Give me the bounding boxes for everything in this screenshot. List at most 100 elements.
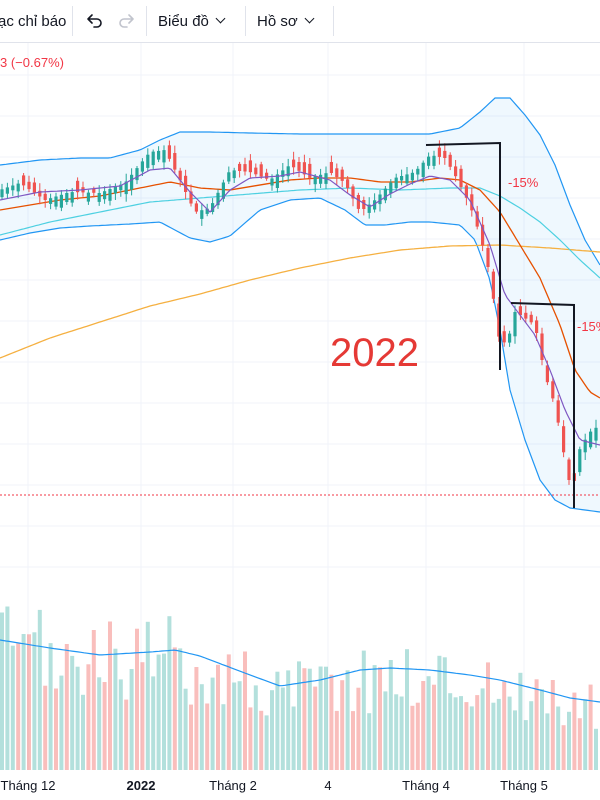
volume-bar (367, 713, 372, 770)
volume-bar (75, 666, 80, 770)
volume-bar (37, 609, 42, 770)
volume-bar (21, 634, 26, 770)
chart-menu-label: Biểu đồ (158, 12, 209, 30)
candle-body (508, 333, 512, 343)
indicators-label: ạc chỉ báo (0, 12, 67, 30)
candle-body (200, 210, 204, 219)
volume-bar (156, 654, 161, 770)
candle-body (313, 176, 317, 185)
volume-bar (113, 648, 118, 770)
candle-body (92, 188, 96, 193)
undo-button[interactable] (86, 0, 104, 42)
volume-bar (313, 686, 318, 770)
redo-button[interactable] (117, 0, 135, 42)
candle-body (448, 154, 452, 167)
candle-body (135, 168, 139, 181)
candle-body (43, 193, 47, 200)
volume-bar (405, 649, 409, 770)
candle-body (103, 191, 107, 200)
candle-body (0, 189, 4, 198)
candle-body (437, 147, 441, 157)
candle-body (346, 179, 350, 189)
candle-body (49, 198, 53, 204)
candle-body (378, 194, 382, 205)
volume-bar (388, 660, 393, 770)
toolbar-divider (146, 6, 147, 36)
volume-bar (583, 699, 588, 770)
candle-body (259, 164, 263, 177)
candle-body (464, 185, 468, 198)
volume-bar (550, 680, 555, 770)
volume-bar (237, 681, 242, 770)
undo-icon (87, 14, 102, 28)
candle-body (443, 150, 447, 158)
volume-bar (594, 728, 598, 770)
volume-bar (356, 687, 361, 770)
volume-bar (108, 621, 112, 770)
indicators-button[interactable]: ạc chỉ báo (0, 0, 66, 42)
candle-body (410, 172, 414, 181)
toolbar-divider (333, 6, 334, 36)
candle-body (227, 172, 231, 182)
volume-bar (97, 677, 102, 770)
volume-bar (351, 711, 355, 770)
time-axis-label: Tháng 4 (402, 778, 450, 793)
redo-icon (119, 14, 134, 28)
volume-bar (124, 699, 129, 770)
volume-bar (16, 643, 21, 770)
candle-body (22, 175, 26, 186)
candle-body (340, 169, 344, 181)
candle-body (27, 181, 31, 190)
volume-bar (248, 707, 253, 770)
volume-bar (232, 682, 237, 770)
candle-body (70, 192, 74, 203)
volume-bar (448, 693, 453, 770)
volume-bar (216, 664, 220, 770)
volume-bar (189, 704, 193, 770)
volume-bar (48, 643, 53, 770)
volume-bar (172, 647, 177, 770)
candle-body (356, 195, 360, 209)
candle-body (502, 331, 506, 343)
volume-bar (264, 715, 269, 770)
chart-menu-button[interactable]: Biểu đồ (158, 0, 226, 42)
volume-bar (437, 655, 442, 770)
year-annotation: 2022 (330, 331, 419, 375)
volume-bar (513, 710, 517, 770)
volume-bar (275, 671, 280, 770)
volume-bar (588, 684, 593, 770)
candle-body (470, 194, 474, 211)
toolbar-divider (72, 6, 73, 36)
candle-body (11, 185, 15, 191)
candle-body (97, 193, 101, 202)
volume-bar (426, 676, 431, 770)
candle-body (367, 204, 371, 213)
profile-menu-button[interactable]: Hồ sơ (257, 0, 315, 42)
volume-bar (318, 666, 323, 770)
time-axis-label: 4 (324, 778, 332, 793)
volume-bars-group (0, 606, 598, 770)
candle-body (189, 191, 193, 204)
toolbar-divider (245, 6, 246, 36)
candle-body (275, 174, 279, 188)
candle-body (583, 439, 587, 453)
candle-body (146, 154, 150, 168)
candle-body (308, 163, 312, 178)
volume-bar (469, 706, 474, 770)
price-chart[interactable]: -15% -15% 2022 (0, 43, 600, 770)
volume-bar (0, 612, 4, 770)
candle-body (302, 162, 306, 175)
candle-body (232, 170, 236, 179)
time-axis: Tháng 12 2022 Tháng 2 4 Tháng 4 Tháng 5 (0, 770, 600, 800)
time-axis-label: Tháng 5 (500, 778, 548, 793)
volume-bar (59, 675, 64, 770)
volume-bar (5, 606, 10, 770)
volume-bar (140, 662, 145, 770)
candle-body (173, 153, 177, 170)
volume-bar (253, 685, 258, 770)
candle-body (113, 186, 117, 194)
volume-bar (480, 688, 485, 770)
candle-body (513, 312, 517, 337)
candle-body (362, 200, 366, 209)
time-axis-label: Tháng 2 (209, 778, 257, 793)
